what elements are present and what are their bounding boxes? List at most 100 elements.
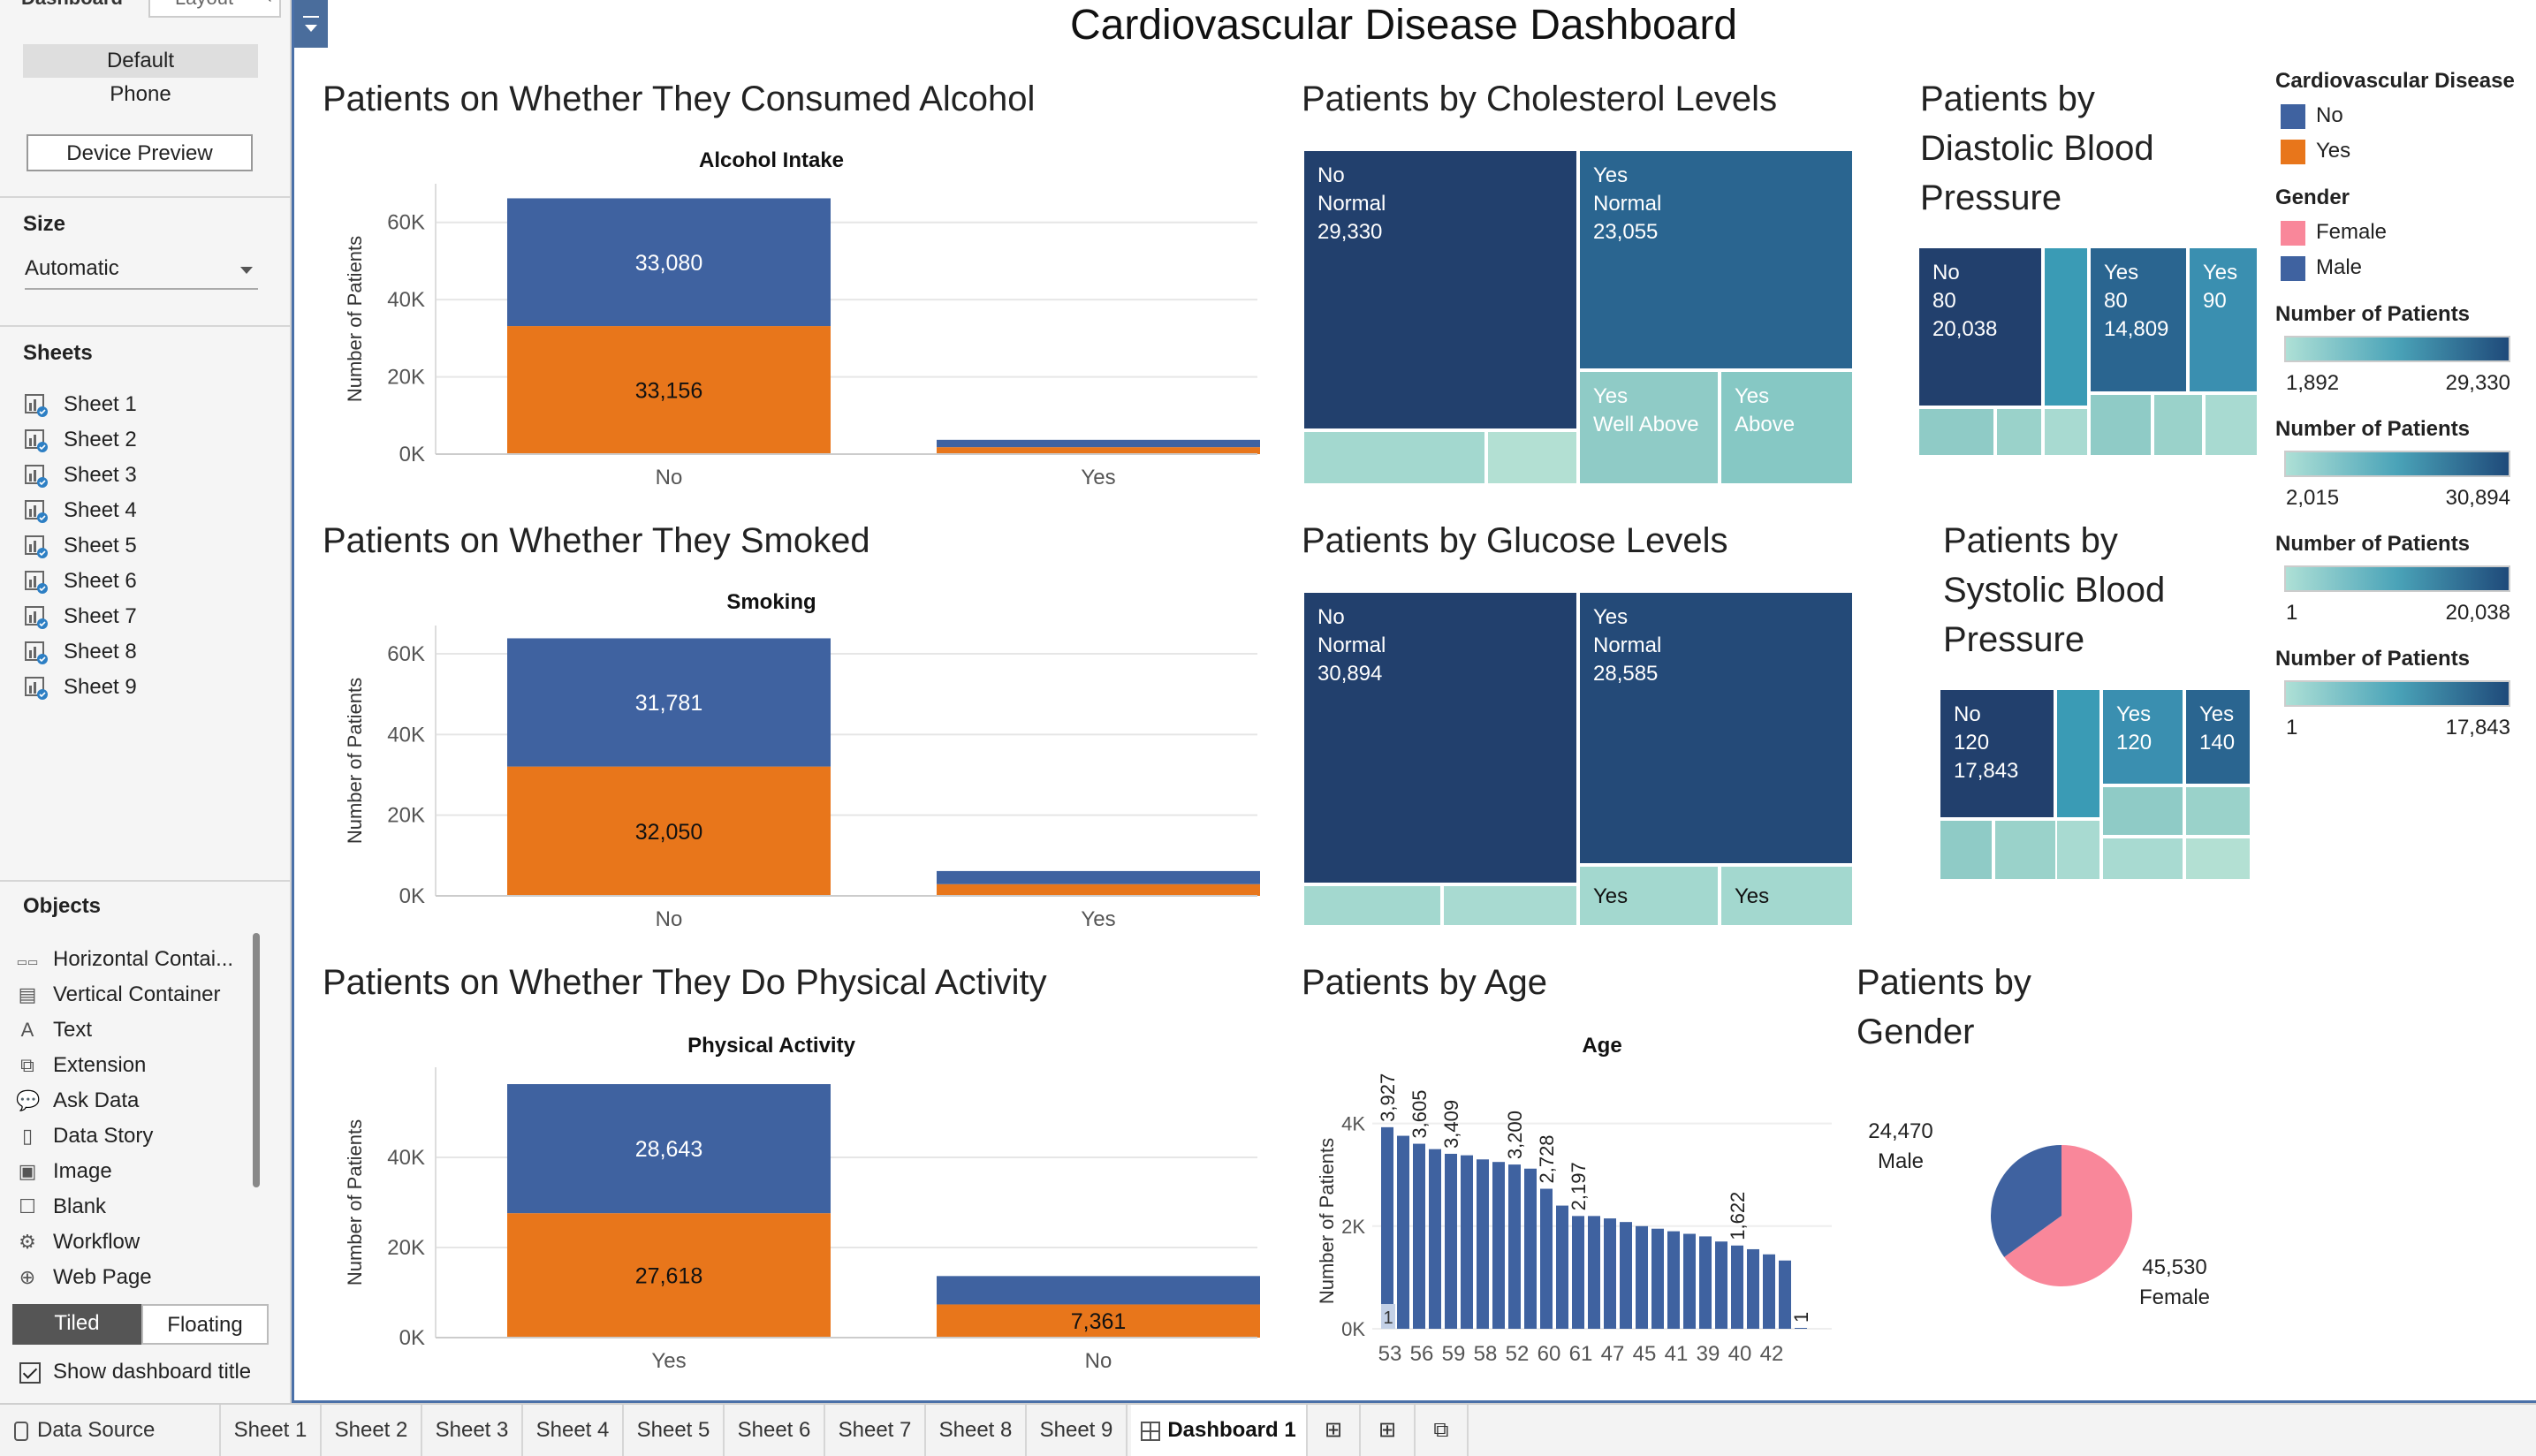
sheet-item[interactable]: Sheet 9 bbox=[25, 671, 137, 703]
activity-bar-chart: Number of Patients 0K 20K 40K 27,618 28,643 Ye… bbox=[344, 1067, 1260, 1369]
sheet-tab[interactable]: Sheet 9 bbox=[1027, 1405, 1128, 1456]
legend-label: Yes bbox=[2316, 139, 2351, 163]
sheet-tab[interactable]: Sheet 5 bbox=[624, 1405, 725, 1456]
treemap-cell bbox=[1993, 819, 2057, 881]
age-bar bbox=[1492, 1162, 1505, 1329]
sheet-item[interactable]: Sheet 4 bbox=[25, 495, 137, 527]
x-tick-label: 40 bbox=[1728, 1342, 1752, 1366]
object-item[interactable]: 💬 Ask Data bbox=[16, 1085, 139, 1117]
blank-icon: ☐ bbox=[19, 1195, 36, 1217]
web-page-icon: ⊕ bbox=[19, 1266, 36, 1288]
dashboard-menu-button[interactable] bbox=[294, 0, 328, 48]
age-bar bbox=[1747, 1248, 1759, 1329]
legend-title-gender: Gender bbox=[2275, 186, 2350, 209]
scale-max-label: 20,038 bbox=[2445, 601, 2510, 625]
treemap-label: No bbox=[1317, 163, 1345, 187]
new-dashboard-button[interactable]: ⊞ bbox=[1361, 1405, 1416, 1456]
legend-item[interactable]: Yes bbox=[2281, 138, 2350, 164]
device-default[interactable]: Default bbox=[23, 44, 258, 78]
treemap-cell bbox=[2101, 689, 2184, 785]
object-item[interactable]: ▯ Data Story bbox=[16, 1120, 153, 1152]
sheet-tab[interactable]: Sheet 1 bbox=[221, 1405, 322, 1456]
sheet-item-label: Sheet 3 bbox=[64, 463, 137, 487]
size-select[interactable]: Automatic bbox=[25, 253, 258, 290]
age-bar bbox=[1795, 1328, 1807, 1329]
sheet-item[interactable]: Sheet 6 bbox=[25, 565, 137, 597]
worksheet-icon bbox=[25, 676, 48, 700]
legend-item[interactable]: Female bbox=[2281, 219, 2387, 246]
treemap-label: No bbox=[1954, 702, 1981, 726]
y-tick-label: 40K bbox=[387, 723, 425, 747]
objects-scrollbar[interactable] bbox=[253, 933, 260, 1187]
treemap-label: Above bbox=[1735, 413, 1795, 436]
y-tick-label: 60K bbox=[387, 642, 425, 666]
show-title-row[interactable]: Show dashboard title bbox=[19, 1357, 251, 1387]
bar-segment bbox=[507, 766, 831, 896]
object-item[interactable]: ⧉ Extension bbox=[16, 1050, 146, 1081]
tab-dashboard[interactable]: Dashboard bbox=[21, 0, 123, 18]
age-bar bbox=[1699, 1236, 1712, 1329]
sheet-tab[interactable]: Sheet 8 bbox=[926, 1405, 1027, 1456]
x-tick-label: 61 bbox=[1569, 1342, 1593, 1366]
show-title-checkbox[interactable] bbox=[19, 1361, 41, 1384]
tab-dashboard-1[interactable]: Dashboard 1 bbox=[1131, 1405, 1308, 1456]
object-item[interactable]: ☐ Blank bbox=[16, 1191, 106, 1223]
divider bbox=[0, 325, 290, 327]
treemap-label: Yes bbox=[1735, 384, 1769, 408]
sheet-tab[interactable]: Sheet 3 bbox=[422, 1405, 523, 1456]
legend-item[interactable]: No bbox=[2281, 102, 2343, 129]
treemap-label: 120 bbox=[1954, 731, 1989, 755]
object-item[interactable]: ▣ Image bbox=[16, 1156, 112, 1187]
new-story-button[interactable]: ⧉ bbox=[1416, 1405, 1469, 1456]
y-axis-label: Number of Patients bbox=[344, 678, 366, 844]
object-item[interactable]: ▭▭ Horizontal Contai... bbox=[16, 944, 233, 975]
sheet-item[interactable]: Sheet 2 bbox=[25, 424, 137, 456]
smoking-bar-chart: Number of Patients 0K 20K 40K 60K 32,050 31,78… bbox=[344, 626, 1260, 928]
tab-data-source[interactable]: Data Source bbox=[0, 1405, 221, 1456]
sheet-item[interactable]: Sheet 3 bbox=[25, 459, 137, 491]
tab-layout[interactable]: Layout ‹ bbox=[148, 0, 281, 18]
object-item-label: Extension bbox=[53, 1053, 147, 1077]
object-item[interactable]: ⚙ Workflow bbox=[16, 1226, 140, 1258]
object-item-label: Horizontal Contai... bbox=[53, 947, 234, 971]
age-bar bbox=[1381, 1126, 1393, 1329]
legend-swatch bbox=[2281, 139, 2305, 164]
device-phone[interactable]: Phone bbox=[110, 82, 171, 106]
sheet-tab[interactable]: Sheet 2 bbox=[322, 1405, 422, 1456]
sheet-tab[interactable]: Sheet 6 bbox=[725, 1405, 825, 1456]
sheet-tab[interactable]: Sheet 4 bbox=[523, 1405, 624, 1456]
data-story-icon: ▯ bbox=[21, 1125, 34, 1147]
pie-value-label: 45,530 bbox=[2142, 1255, 2206, 1279]
sheet-item-label: Sheet 9 bbox=[64, 675, 137, 699]
bar-segment bbox=[507, 1084, 831, 1214]
treemap-label: No bbox=[1932, 261, 1960, 284]
x-tick-label: Yes bbox=[1081, 907, 1115, 928]
legend-item[interactable]: Male bbox=[2281, 254, 2362, 281]
object-item[interactable]: ▤ Vertical Container bbox=[16, 979, 221, 1011]
age-bar bbox=[1461, 1155, 1473, 1329]
object-item[interactable]: ⊕ Web Page bbox=[16, 1262, 152, 1293]
sheet-item[interactable]: Sheet 8 bbox=[25, 636, 137, 668]
y-tick-label: 20K bbox=[387, 366, 425, 390]
device-preview-button[interactable]: Device Preview bbox=[27, 134, 253, 171]
sheet-item[interactable]: Sheet 7 bbox=[25, 601, 137, 633]
x-tick-label: No bbox=[656, 466, 683, 486]
bar-segment bbox=[937, 1304, 1260, 1338]
tiled-button[interactable]: Tiled bbox=[12, 1304, 141, 1345]
x-tick-label: 45 bbox=[1633, 1342, 1657, 1366]
object-item[interactable]: A Text bbox=[16, 1014, 92, 1046]
tab-layout-label: Layout bbox=[175, 0, 233, 9]
bar-segment bbox=[937, 870, 1260, 884]
sheet-item[interactable]: Sheet 5 bbox=[25, 530, 137, 562]
age-bar bbox=[1651, 1228, 1664, 1329]
chevron-left-icon: ‹ bbox=[266, 0, 272, 6]
floating-button[interactable]: Floating bbox=[141, 1304, 269, 1345]
divider bbox=[0, 880, 290, 882]
sheet-item[interactable]: Sheet 1 bbox=[25, 389, 137, 421]
sheet-tab[interactable]: Sheet 7 bbox=[825, 1405, 926, 1456]
treemap-cell bbox=[2184, 837, 2251, 881]
age-bar bbox=[1715, 1241, 1727, 1329]
legend-title-scale: Number of Patients bbox=[2275, 302, 2471, 326]
new-sheet-button[interactable]: ⊞ bbox=[1308, 1405, 1361, 1456]
age-bar bbox=[1429, 1149, 1441, 1329]
